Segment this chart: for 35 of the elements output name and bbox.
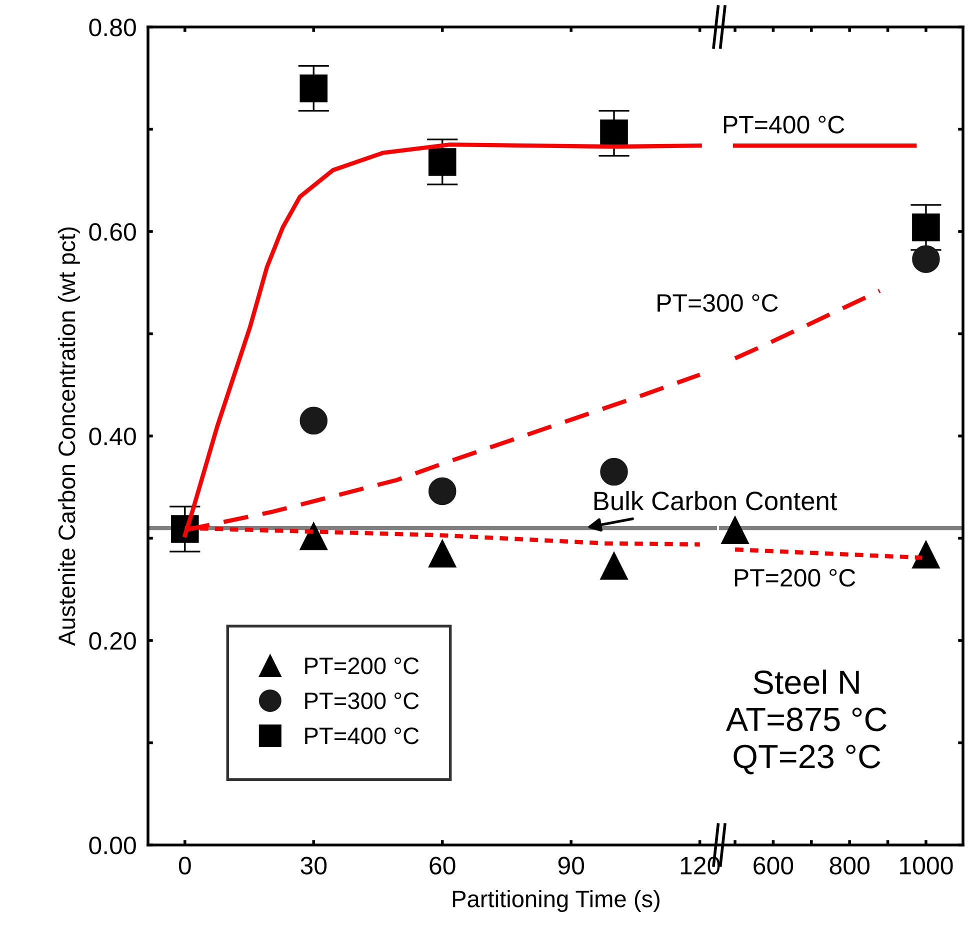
annotation: Steel N AT=875 °C QT=23 °C [726,670,887,774]
annotation: PT=200 °C [734,568,856,587]
annotation: Bulk Carbon Content [594,490,838,510]
x-tick-label: 90 [558,856,584,874]
legend-label: PT=300 °C [305,692,419,710]
x-tick-label: 0 [178,856,191,874]
y-tick-label: 0.80 [89,18,136,36]
y-tick-label: 0.20 [89,632,136,650]
legend-label: PT=400 °C [305,727,419,744]
point [600,458,628,486]
annotation: PT=300 °C [658,294,778,312]
x-tick-label: 1000 [900,856,953,874]
y-axis-title: Austenite Carbon Concentration (wt pct) [58,227,80,646]
x-axis-title: Partitioning Time (s) [452,890,660,912]
y-tick-label: 0.40 [89,428,136,446]
point [912,540,940,568]
annotation: PT=400 °C [724,116,844,134]
y-tick-label: 0.60 [89,223,136,241]
point [600,552,628,580]
point [300,406,328,435]
point [428,477,456,506]
x-tick-label: 600 [754,856,794,874]
x-tick-label: 120 [680,856,720,874]
x-tick-label: 30 [300,856,327,874]
point [428,540,456,568]
x-tick-label: 800 [830,856,870,874]
y-tick-label: 0.00 [89,836,136,854]
point [912,245,940,273]
point [300,74,328,102]
point [912,214,940,242]
point [721,516,749,544]
legend-label: PT=200 °C [305,657,419,674]
point [428,148,456,176]
x-tick-label: 60 [430,856,456,874]
point [300,522,328,550]
